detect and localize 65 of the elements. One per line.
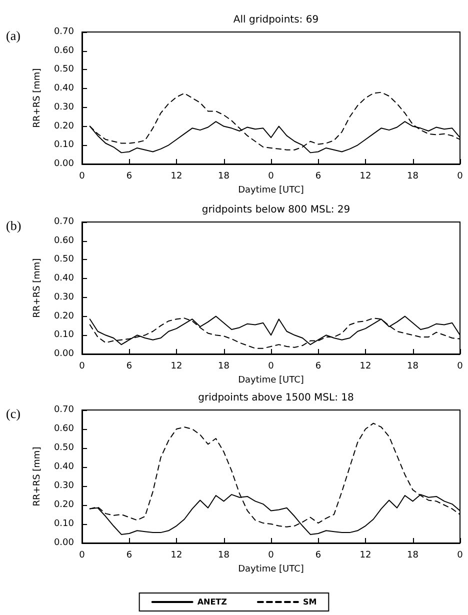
chart-title: All gridpoints: 69 xyxy=(233,14,319,26)
x-axis-title: Daytime [UTC] xyxy=(238,564,304,574)
x-tick-label: 12 xyxy=(360,172,372,182)
x-tick-label: 6 xyxy=(126,362,132,372)
x-tick-label: 18 xyxy=(407,172,419,182)
y-tick-label: 0.20 xyxy=(54,311,74,322)
x-tick-label: 6 xyxy=(126,550,132,560)
y-tick-label: 0.70 xyxy=(54,405,74,415)
y-axis-title: RR+RS [mm] xyxy=(32,68,42,128)
y-tick-label: 0.40 xyxy=(54,274,74,284)
x-tick-label: 0 xyxy=(457,172,464,182)
chart-title: gridpoints below 800 MSL: 29 xyxy=(202,204,350,216)
x-tick-label: 12 xyxy=(360,550,372,560)
x-tick-label: 12 xyxy=(170,550,182,560)
x-tick-label: 18 xyxy=(407,362,419,372)
y-tick-label: 0.70 xyxy=(54,217,74,227)
y-tick-label: 0.60 xyxy=(54,236,74,246)
x-tick-label: 0 xyxy=(79,550,86,560)
x-tick-label: 12 xyxy=(360,362,372,372)
y-tick-label: 0.30 xyxy=(54,481,74,491)
x-tick-label: 6 xyxy=(126,172,132,182)
y-tick-label: 0.60 xyxy=(54,424,74,434)
x-tick-label: 0 xyxy=(268,362,274,372)
y-tick-label: 0.70 xyxy=(54,27,74,37)
y-tick-label: 0.50 xyxy=(54,254,74,265)
x-axis-title: Daytime [UTC] xyxy=(238,376,304,386)
y-axis-title: RR+RS [mm] xyxy=(32,446,42,506)
y-tick-label: 0.00 xyxy=(54,538,74,548)
x-tick-label: 12 xyxy=(170,172,182,182)
y-tick-label: 0.00 xyxy=(54,159,74,169)
y-tick-label: 0.20 xyxy=(54,121,74,132)
x-tick-label: 6 xyxy=(315,172,322,182)
x-tick-label: 18 xyxy=(407,550,419,560)
x-tick-label: 12 xyxy=(170,362,182,372)
x-tick-label: 6 xyxy=(315,550,322,560)
x-tick-label: 6 xyxy=(315,362,322,372)
y-tick-label: 0.10 xyxy=(54,519,74,529)
text: (b) xyxy=(6,218,22,234)
x-tick-label: 0 xyxy=(79,172,86,182)
y-tick-label: 0.10 xyxy=(54,330,74,340)
legend-label: SM xyxy=(302,598,317,606)
x-tick-label: 0 xyxy=(268,550,274,560)
y-tick-label: 0.30 xyxy=(54,102,74,112)
y-tick-label: 0.20 xyxy=(54,500,74,510)
y-tick-label: 0.50 xyxy=(54,443,74,453)
x-tick-label: 18 xyxy=(218,172,230,182)
x-tick-label: 18 xyxy=(218,550,230,560)
x-tick-label: 0 xyxy=(457,362,464,372)
y-tick-label: 0.00 xyxy=(54,349,74,359)
chart-title: gridpoints above 1500 MSL: 18 xyxy=(198,392,354,404)
y-tick-label: 0.60 xyxy=(54,46,74,56)
text: (a) xyxy=(6,28,20,44)
y-tick-label: 0.10 xyxy=(54,140,74,150)
x-tick-label: 0 xyxy=(268,172,274,182)
x-tick-label: 0 xyxy=(79,362,86,372)
x-axis-title: Daytime [UTC] xyxy=(238,186,304,196)
text: (c) xyxy=(6,406,20,422)
y-axis-title: RR+RS [mm] xyxy=(32,258,42,318)
y-tick-label: 0.40 xyxy=(54,462,74,472)
y-tick-label: 0.50 xyxy=(54,64,74,75)
y-tick-label: 0.40 xyxy=(54,84,74,94)
legend-label: ANETZ xyxy=(197,598,228,606)
x-tick-label: 0 xyxy=(457,550,464,560)
y-tick-label: 0.30 xyxy=(54,292,74,302)
x-tick-label: 18 xyxy=(218,362,230,372)
